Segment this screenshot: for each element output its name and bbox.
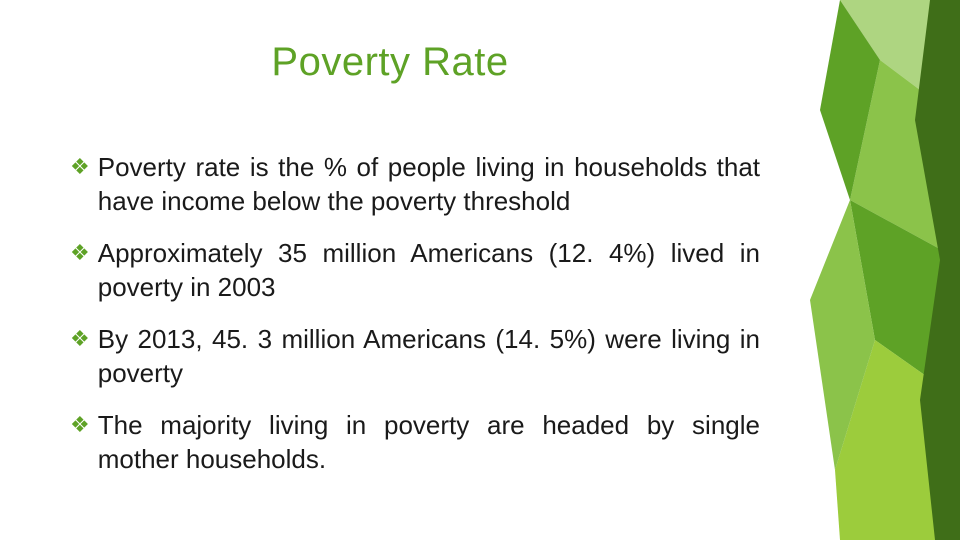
bullet-text: Approximately 35 million Americans (12. … <box>98 236 760 304</box>
bullet-icon: ❖ <box>70 150 90 184</box>
facet-shape <box>820 0 880 200</box>
list-item: ❖ The majority living in poverty are hea… <box>70 408 760 476</box>
list-item: ❖ Poverty rate is the % of people living… <box>70 150 760 218</box>
bullet-text: The majority living in poverty are heade… <box>98 408 760 476</box>
bullet-text: Poverty rate is the % of people living i… <box>98 150 760 218</box>
slide: Poverty Rate ❖ Poverty rate is the % of … <box>0 0 960 540</box>
slide-title: Poverty Rate <box>0 40 780 85</box>
bullet-icon: ❖ <box>70 408 90 442</box>
facet-shape <box>810 200 875 470</box>
list-item: ❖ By 2013, 45. 3 million Americans (14. … <box>70 322 760 390</box>
facet-shape <box>835 340 960 540</box>
bullet-text: By 2013, 45. 3 million Americans (14. 5%… <box>98 322 760 390</box>
bullet-icon: ❖ <box>70 236 90 270</box>
bullet-icon: ❖ <box>70 322 90 356</box>
facet-shape <box>850 200 960 400</box>
facet-shape <box>915 0 960 540</box>
facet-shape <box>840 0 960 120</box>
bullet-list: ❖ Poverty rate is the % of people living… <box>70 150 760 494</box>
list-item: ❖ Approximately 35 million Americans (12… <box>70 236 760 304</box>
facet-shape <box>850 60 960 260</box>
facet-decoration <box>780 0 960 540</box>
